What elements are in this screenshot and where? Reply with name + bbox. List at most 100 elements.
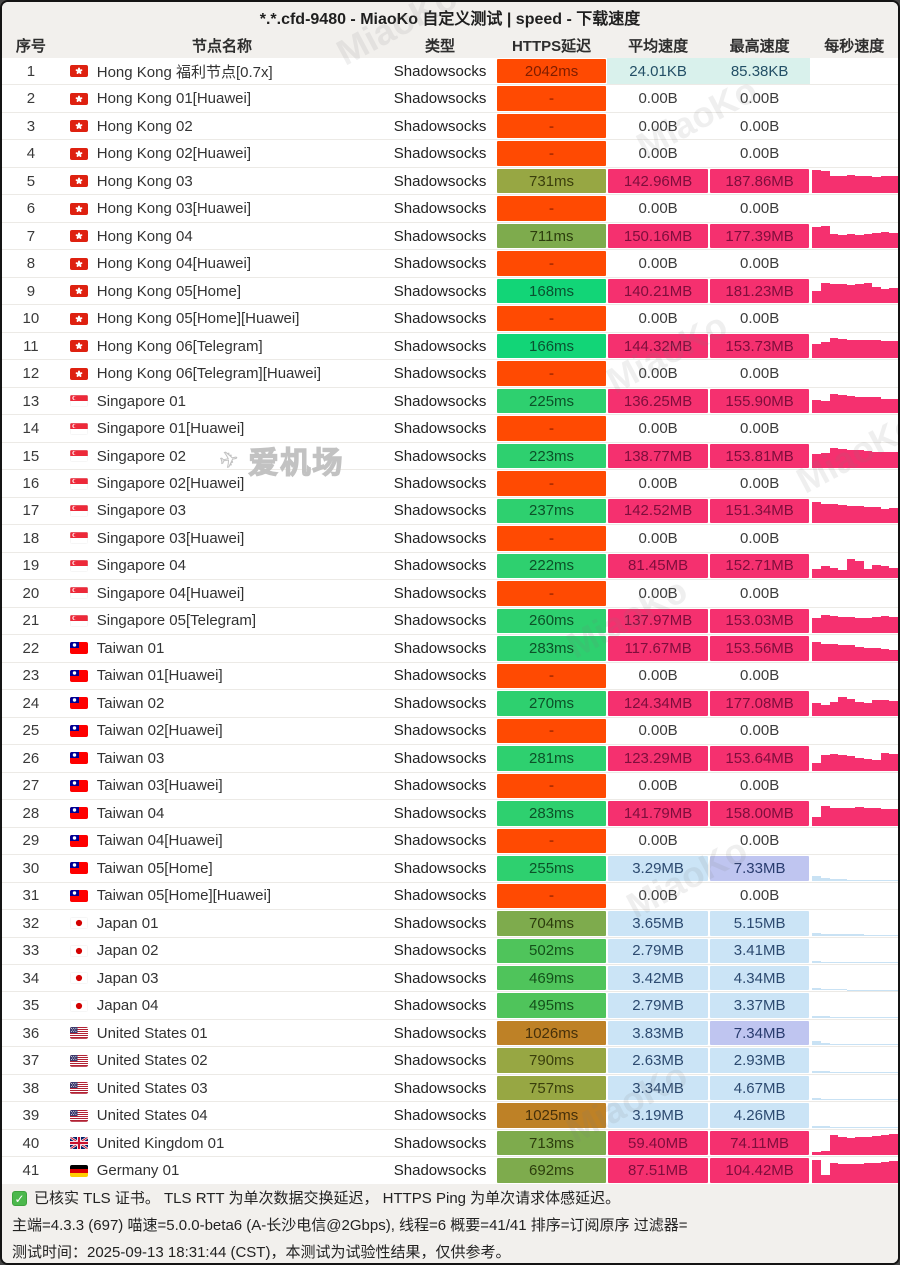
sparkline-bar — [838, 395, 847, 414]
node-type: Shadowsocks — [393, 282, 487, 300]
max-speed-value: 0.00B — [740, 832, 780, 850]
node-type: Shadowsocks — [393, 337, 487, 355]
node-name-cell: Taiwan 03 — [60, 745, 385, 771]
summary-line: 主端=4.3.3 (697) 喵速=5.0.0-beta6 (A-长沙电信@2G… — [12, 1217, 688, 1234]
sparkline-bar — [855, 1126, 864, 1128]
sparkline-bar — [812, 817, 821, 826]
sparkline-bar — [812, 961, 821, 963]
node-name-cell: United States 02 — [60, 1047, 385, 1073]
max-speed-cell: 0.00B — [709, 525, 811, 551]
node-name: Japan 03 — [96, 969, 159, 987]
per-sec-speed-cell — [810, 635, 898, 661]
node-type: Shadowsocks — [393, 557, 487, 575]
node-name: Hong Kong 03 — [96, 172, 193, 190]
node-type: Shadowsocks — [393, 90, 487, 108]
max-speed-cell: 177.08MB — [709, 690, 811, 716]
latency-cell: - — [496, 580, 608, 606]
table-row: 16 Singapore 02[Huawei] Shadowsocks - 0.00B 0… — [2, 470, 898, 498]
column-header-latency: HTTPS延迟 — [511, 37, 592, 55]
latency-cell: - — [496, 140, 608, 166]
sparkline-bar — [855, 702, 864, 716]
max-speed-value: 153.56MB — [709, 636, 810, 661]
node-name: Hong Kong 02 — [96, 117, 193, 135]
row-index: 22 — [22, 639, 40, 657]
column-header-per-sec: 每秒速度 — [824, 37, 885, 55]
per-sec-speed-cell — [810, 938, 898, 964]
sparkline-bar — [880, 962, 890, 963]
jp-flag-icon — [69, 972, 88, 985]
avg-speed-cell: 0.00B — [607, 828, 709, 854]
speed-sparkline — [812, 334, 898, 359]
sparkline-bar — [820, 225, 830, 249]
node-name: Germany 01 — [96, 1162, 180, 1180]
sparkline-bar — [880, 398, 890, 414]
latency-value: - — [496, 581, 607, 606]
sparkline-bar — [846, 1071, 856, 1073]
hk-flag-icon — [69, 202, 88, 215]
sparkline-bar — [889, 508, 898, 524]
node-name: Hong Kong 01[Huawei] — [96, 90, 252, 108]
sparkline-bar — [820, 1151, 830, 1156]
sparkline-bar — [846, 339, 856, 359]
avg-speed-cell: 3.19MB — [607, 1102, 709, 1128]
sparkline-bar — [829, 175, 839, 194]
node-name-cell: Taiwan 03[Huawei] — [60, 773, 385, 799]
node-name: Taiwan 02[Huawei] — [96, 722, 223, 740]
max-speed-cell: 74.11MB — [709, 1130, 811, 1156]
sparkline-bar — [880, 452, 890, 469]
node-type: Shadowsocks — [393, 62, 487, 80]
node-name: Taiwan 04[Huawei] — [96, 832, 223, 850]
latency-cell: 283ms — [496, 800, 608, 826]
node-type: Shadowsocks — [393, 639, 487, 657]
sparkline-bar — [829, 283, 839, 304]
tw-flag-icon — [69, 752, 88, 765]
avg-speed-value: 140.21MB — [608, 278, 708, 304]
tls-note-text: 已核实 TLS 证书。 TLS RTT 为单次数据交换延迟， HTTPS Pin… — [34, 1190, 621, 1207]
per-sec-speed-cell — [810, 718, 898, 744]
avg-speed-cell: 144.32MB — [607, 333, 709, 359]
sparkline-bar — [872, 176, 881, 194]
table-row: 11 Hong Kong 06[Telegram] Shadowsocks 166ms… — [2, 333, 898, 361]
sparkline-bar — [889, 989, 898, 991]
sparkline-bar — [889, 649, 898, 661]
sparkline-bar — [855, 560, 864, 579]
sparkline-bar — [872, 1071, 881, 1073]
sparkline-bar — [880, 752, 890, 771]
sparkline-bar — [863, 1136, 873, 1156]
node-type: Shadowsocks — [393, 310, 487, 328]
table-row: 3 Hong Kong 02 Shadowsocks - 0.00B 0.00B — [2, 113, 898, 141]
sparkline-bar — [889, 1133, 898, 1156]
max-speed-value: 3.41MB — [709, 938, 810, 963]
node-name-cell: Singapore 04 — [60, 553, 385, 579]
latency-value: 2042ms — [496, 59, 607, 84]
avg-speed-cell: 3.83MB — [607, 1020, 709, 1046]
avg-speed-cell: 150.16MB — [607, 223, 709, 249]
latency-cell: 704ms — [496, 910, 608, 936]
node-name: Hong Kong 06[Telegram] — [96, 337, 263, 355]
max-speed-value: 5.15MB — [709, 911, 810, 936]
sparkline-bar — [889, 879, 898, 881]
sparkline-bar — [829, 702, 839, 716]
sparkline-bar — [863, 397, 873, 414]
avg-speed-value: 0.00B — [638, 667, 678, 685]
sparkline-bar — [846, 396, 856, 414]
row-index: 29 — [22, 832, 40, 850]
sparkline-bar — [889, 451, 898, 469]
sparkline-bar — [889, 1126, 898, 1128]
column-header-type: 类型 — [425, 37, 456, 55]
speed-sparkline — [812, 279, 898, 304]
hk-flag-icon — [69, 147, 88, 160]
sg-flag-icon — [69, 422, 88, 435]
node-name: United Kingdom 01 — [96, 1134, 225, 1152]
avg-speed-cell: 0.00B — [607, 195, 709, 221]
max-speed-cell: 4.34MB — [709, 965, 811, 991]
avg-speed-value: 117.67MB — [608, 636, 708, 661]
row-index: 27 — [22, 777, 40, 795]
sparkline-bar — [872, 233, 881, 249]
node-name: Taiwan 01[Huawei] — [96, 667, 223, 685]
latency-cell: - — [496, 663, 608, 689]
us-flag-icon — [69, 1027, 88, 1040]
sparkline-bar — [820, 1098, 830, 1101]
avg-speed-cell: 0.00B — [607, 470, 709, 496]
